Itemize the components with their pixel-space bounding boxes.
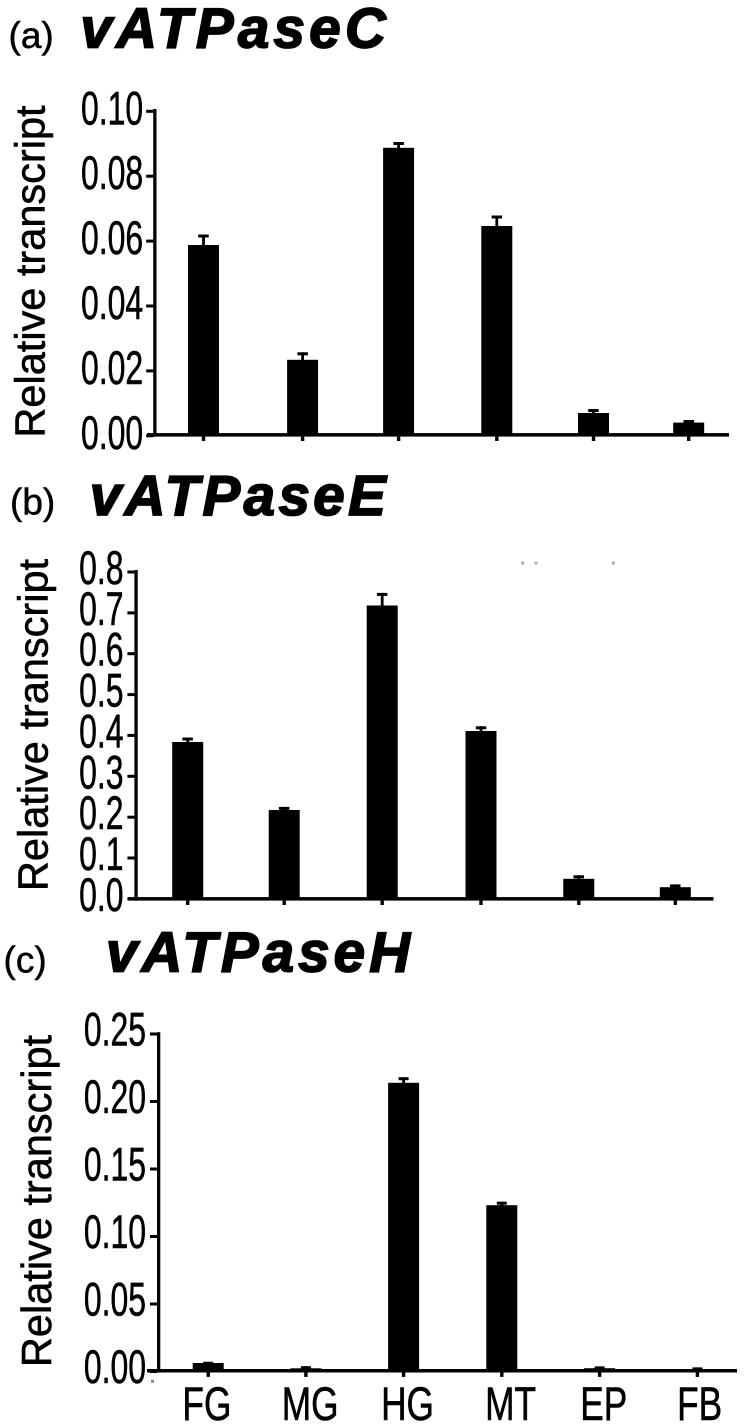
svg-text:0.8: 0.8 [79, 542, 123, 595]
svg-text:MG: MG [282, 1377, 339, 1427]
svg-text:(b): (b) [10, 482, 55, 523]
svg-text:0.1: 0.1 [79, 828, 123, 881]
svg-text:0.00: 0.00 [84, 1341, 146, 1394]
svg-text:0.7: 0.7 [79, 583, 123, 636]
svg-text:0.02: 0.02 [81, 342, 143, 395]
svg-text:FB: FB [677, 1377, 722, 1427]
svg-text:(c): (c) [4, 940, 47, 981]
svg-text:vATPaseH: vATPaseH [106, 920, 414, 983]
svg-text:0.25: 0.25 [84, 1003, 146, 1056]
svg-text:FG: FG [182, 1377, 231, 1427]
svg-text:Relative transcript: Relative transcript [13, 1034, 60, 1367]
svg-text:0.3: 0.3 [79, 746, 123, 799]
svg-text:0.2: 0.2 [79, 787, 123, 840]
svg-text:0.10: 0.10 [84, 1206, 146, 1259]
svg-text:HG: HG [381, 1377, 434, 1427]
svg-text:0.08: 0.08 [81, 147, 143, 200]
svg-text:0.20: 0.20 [84, 1071, 146, 1124]
svg-text:0.06: 0.06 [81, 212, 143, 265]
svg-text:EP: EP [580, 1377, 627, 1427]
svg-text:vATPaseE: vATPaseE [90, 464, 389, 527]
svg-text:Relative transcript: Relative transcript [10, 558, 57, 891]
svg-text:0.10: 0.10 [81, 82, 143, 135]
svg-text:Relative transcript: Relative transcript [6, 105, 53, 438]
svg-text:(a): (a) [9, 15, 54, 56]
svg-text:0.5: 0.5 [79, 664, 123, 717]
svg-text:0.4: 0.4 [79, 705, 123, 758]
svg-text:vATPaseC: vATPaseC [80, 0, 390, 59]
svg-text:0.6: 0.6 [79, 624, 123, 677]
svg-text:0.05: 0.05 [84, 1273, 146, 1326]
svg-text:0.0: 0.0 [79, 869, 123, 922]
svg-text:0.15: 0.15 [84, 1138, 146, 1191]
svg-text:0.00: 0.00 [81, 407, 143, 460]
svg-text:MT: MT [485, 1377, 536, 1427]
svg-text:0.04: 0.04 [81, 277, 143, 330]
